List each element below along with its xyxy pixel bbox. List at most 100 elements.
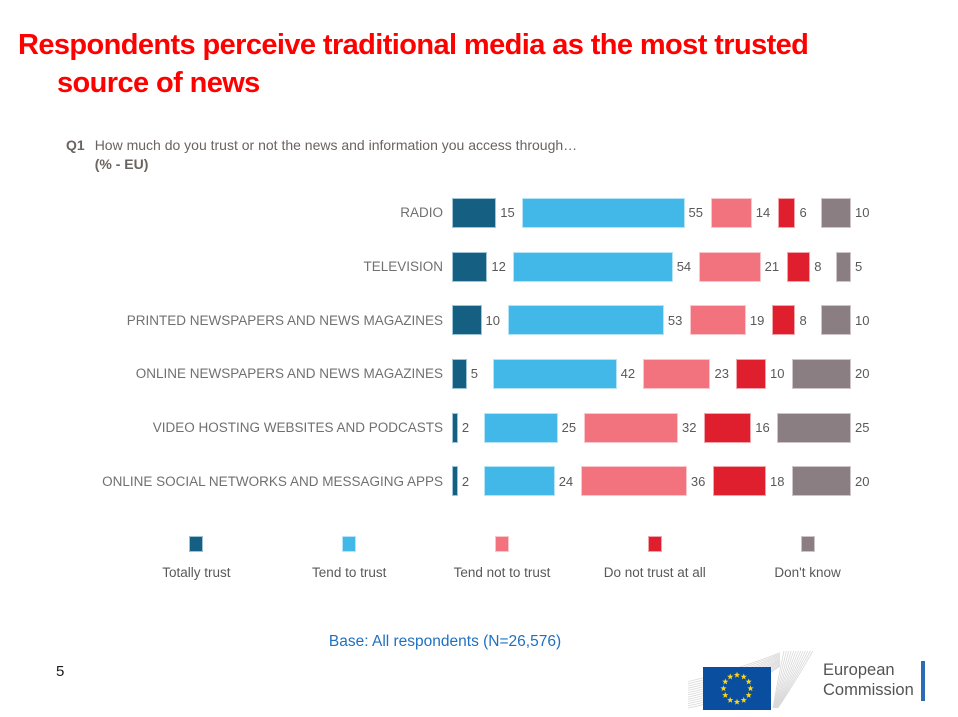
bar-segment-don-t-know: [836, 251, 851, 282]
bar-segment-totally-trust: [452, 466, 458, 497]
value-label: 14: [755, 205, 771, 221]
chart-row: TELEVISION 12 54 21 8 5: [0, 240, 958, 294]
bar-segment-tend-to-trust: [483, 412, 558, 443]
trust-bar-chart: RADIO 15 55 14 6 10 TELEVISION 12 54 21 8 5 PRINTED …: [0, 186, 958, 508]
value-label: 8: [799, 312, 807, 328]
value-label: 20: [854, 366, 870, 382]
ec-wordmark-line2: Commission: [823, 681, 914, 699]
question-block: Q1 How much do you trust or not the news…: [66, 136, 577, 174]
page-number: 5: [56, 663, 65, 680]
legend-label: Don't know: [774, 565, 841, 580]
value-label: 6: [799, 205, 807, 221]
value-label: 5: [854, 259, 863, 275]
value-label: 19: [749, 312, 765, 328]
bar-segment-don-t-know: [821, 197, 851, 228]
eu-flag-icon: [703, 667, 771, 710]
value-label: 24: [558, 473, 574, 489]
bar-group: 2 25 32 16 25: [452, 412, 877, 443]
ec-wordmark: European Commission: [823, 660, 914, 700]
bar-segment-tend-not-to-trust: [710, 197, 752, 228]
bar-segment-totally-trust: [452, 197, 497, 228]
eu-stars: [720, 671, 754, 705]
legend-swatch: [342, 536, 357, 552]
value-label: 25: [854, 420, 870, 436]
value-label: 42: [620, 366, 636, 382]
bar-segment-don-t-know: [777, 412, 851, 443]
bar-segment-tend-not-to-trust: [580, 466, 687, 497]
ec-divider-bar: [921, 661, 925, 701]
question-number: Q1: [66, 137, 85, 153]
bar-segment-totally-trust: [452, 358, 467, 389]
legend-item-don-t-know: Don't know: [731, 536, 884, 580]
category-label: ONLINE NEWSPAPERS AND NEWS MAGAZINES: [135, 366, 443, 382]
value-label: 5: [470, 366, 478, 382]
value-label: 54: [676, 259, 692, 275]
legend-item-totally-trust: Totally trust: [120, 536, 273, 580]
ec-wordmark-line1: European: [823, 661, 895, 679]
category-label: TELEVISION: [363, 259, 443, 275]
value-label: 12: [491, 259, 506, 275]
bar-segment-do-not-trust-at-all: [771, 305, 796, 336]
bar-segment-tend-not-to-trust: [689, 305, 746, 336]
bar-segment-tend-not-to-trust: [698, 251, 761, 282]
bar-group: 10 53 19 8 10: [452, 305, 877, 336]
bar-segment-tend-to-trust: [522, 197, 685, 228]
category-label: RADIO: [400, 205, 443, 221]
value-label: 2: [461, 420, 470, 436]
legend-swatch: [189, 536, 204, 552]
value-label: 10: [769, 366, 785, 382]
bar-segment-totally-trust: [452, 305, 482, 336]
bar-segment-tend-not-to-trust: [642, 358, 711, 389]
value-label: 25: [561, 420, 577, 436]
legend-label: Tend not to trust: [453, 565, 551, 580]
bar-group: 2 24 36 18 20: [452, 466, 877, 497]
slide-title-line2: source of news: [57, 67, 260, 99]
bar-group: 5 42 23 10 20: [452, 358, 877, 389]
value-label: 36: [690, 473, 706, 489]
value-label: 18: [769, 473, 785, 489]
question-text: How much do you trust or not the news an…: [94, 137, 578, 153]
value-label: 20: [854, 473, 870, 489]
value-label: 32: [682, 420, 697, 436]
category-label: ONLINE SOCIAL NETWORKS AND MESSAGING APP…: [102, 473, 443, 489]
legend-swatch: [647, 536, 662, 552]
bar-segment-totally-trust: [452, 251, 488, 282]
slide-title-line1: Respondents perceive traditional media a…: [18, 29, 809, 61]
legend-swatch: [494, 536, 509, 552]
bar-segment-tend-to-trust: [513, 251, 673, 282]
value-label: 8: [814, 259, 822, 275]
legend-item-tend-to-trust: Tend to trust: [273, 536, 426, 580]
value-label: 10: [485, 312, 500, 328]
slide-title: Respondents perceive traditional media a…: [18, 26, 953, 102]
bar-group: 12 54 21 8 5: [452, 251, 877, 282]
value-label: 53: [667, 312, 683, 328]
legend-item-tend-not-to-trust: Tend not to trust: [426, 536, 579, 580]
value-label: 16: [755, 420, 770, 436]
bar-segment-tend-not-to-trust: [583, 412, 679, 443]
bar-segment-do-not-trust-at-all: [704, 412, 752, 443]
bar-segment-don-t-know: [821, 305, 851, 336]
chart-row: ONLINE NEWSPAPERS AND NEWS MAGAZINES 5 42 2…: [0, 347, 958, 401]
chart-row: RADIO 15 55 14 6 10: [0, 186, 958, 240]
bar-group: 15 55 14 6 10: [452, 197, 877, 228]
bar-segment-do-not-trust-at-all: [786, 251, 811, 282]
value-label: 15: [500, 205, 515, 221]
bar-segment-tend-to-trust: [507, 305, 664, 336]
chart-legend: Totally trust Tend to trust Tend not to tr…: [120, 536, 884, 580]
legend-label: Tend to trust: [312, 565, 387, 580]
bar-segment-totally-trust: [452, 412, 458, 443]
question-subtext: (% - EU): [94, 156, 149, 172]
category-label: PRINTED NEWSPAPERS AND NEWS MAGAZINES: [126, 312, 443, 328]
bar-segment-don-t-know: [791, 466, 851, 497]
legend-label: Totally trust: [162, 565, 231, 580]
value-label: 23: [714, 366, 729, 382]
ec-logo: European Commission: [688, 650, 950, 712]
value-label: 2: [461, 473, 470, 489]
chart-row: PRINTED NEWSPAPERS AND NEWS MAGAZINES 10 5…: [0, 293, 958, 347]
value-label: 10: [854, 205, 870, 221]
value-label: 10: [854, 312, 870, 328]
bar-segment-do-not-trust-at-all: [777, 197, 796, 228]
bar-segment-tend-to-trust: [492, 358, 617, 389]
question-text-wrap: How much do you trust or not the news an…: [95, 136, 577, 174]
value-label: 55: [688, 205, 703, 221]
